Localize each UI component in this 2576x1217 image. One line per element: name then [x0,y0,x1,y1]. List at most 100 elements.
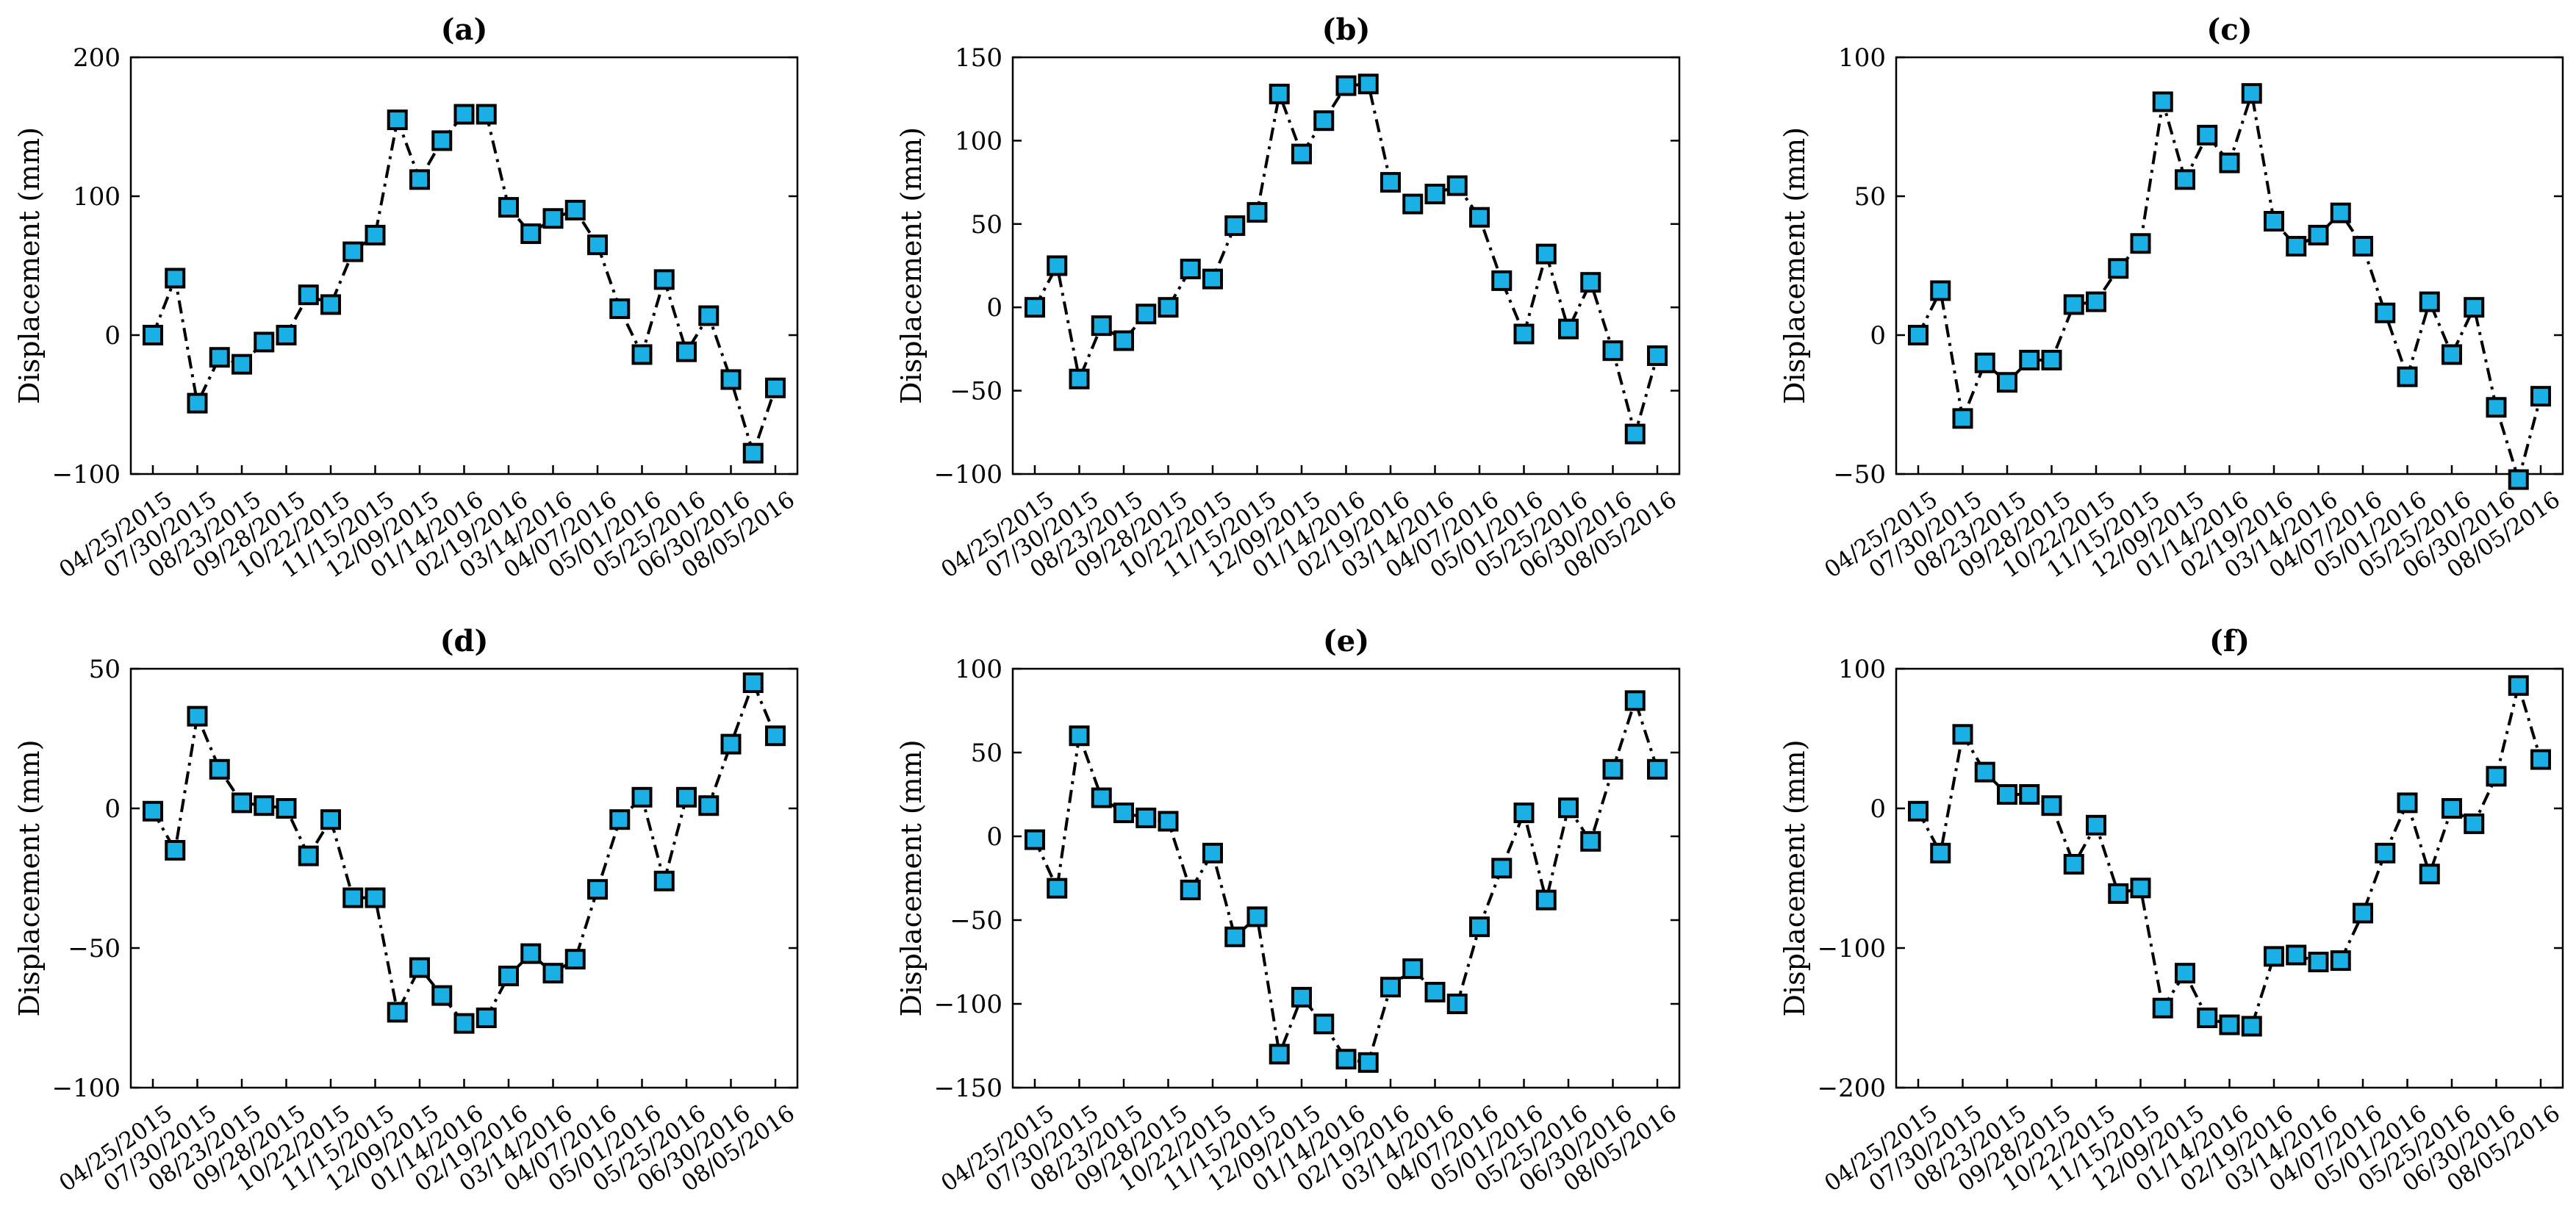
data-point [1424,982,1446,1003]
data-point [631,786,653,808]
data-point [609,809,631,830]
data-point [1558,797,1579,819]
data-point [2530,386,2551,407]
data-point [2175,169,2195,190]
data-point [276,325,297,345]
y-tick-label: 0 [986,293,1002,323]
data-point [1091,315,1112,337]
data-point [1224,215,1246,237]
data-point [2464,297,2485,318]
axes-frame [1011,667,1681,1089]
data-point [409,169,430,190]
data-point [498,197,519,218]
data-point [1997,372,2017,393]
data-point [1446,994,1468,1014]
data-point [1491,858,1513,879]
data-point [2130,233,2151,254]
data-point [2264,211,2284,232]
data-point [143,800,163,822]
data-point [2019,784,2040,805]
data-point [2330,202,2351,223]
data-point [2264,946,2284,967]
data-point [387,1002,408,1023]
data-point [542,208,564,229]
data-point [2219,1014,2240,1035]
data-point [2241,1016,2262,1037]
y-axis-label: Displacement (mm) [895,127,928,404]
series-line [1033,695,1659,1065]
series-line [1033,82,1659,440]
axes-frame [1895,56,2564,475]
data-point [2197,1008,2218,1028]
data-point [453,104,475,125]
data-point [1997,784,2017,805]
data-point [1602,340,1624,362]
data-point [453,1013,475,1034]
data-point [587,879,608,900]
y-tick-label: 50 [971,739,1002,768]
data-point [1202,268,1223,290]
data-point [1402,193,1424,215]
data-point [1069,725,1090,747]
data-point [2508,675,2529,696]
panel-title: (a) [441,12,488,47]
y-axis-label: Displacement (mm) [13,739,46,1016]
data-point [1469,207,1490,228]
data-point [1952,724,1973,745]
series-line [151,678,777,1025]
data-point [1135,807,1157,828]
y-axis-label: Displacement (mm) [895,739,928,1016]
data-point [2486,397,2507,418]
data-point [298,284,319,306]
data-point [2464,813,2485,834]
data-point [1091,787,1112,808]
data-point [1335,75,1357,96]
data-point [1113,803,1134,824]
panel-title: (e) [1323,624,1369,658]
data-point [609,298,631,320]
data-point [2019,350,2040,371]
data-point [143,325,163,345]
data-point [1180,879,1201,900]
data-point [1624,690,1646,711]
data-point [342,241,364,262]
data-point [165,268,186,289]
data-point [1025,829,1045,850]
y-tick-label: −50 [950,906,1002,936]
data-point [2108,258,2129,279]
data-point [765,725,786,747]
y-tick-label: 0 [986,822,1002,852]
y-tick-label: −50 [1833,460,1886,489]
data-point [1580,272,1601,293]
data-point [2308,224,2329,245]
data-point [1952,408,1973,429]
data-point [2108,883,2129,904]
y-tick-label: 50 [971,210,1002,240]
y-tick-label: 100 [1838,655,1886,684]
data-point [2286,944,2307,966]
y-tick-label: 150 [955,43,1002,73]
data-point [2442,344,2462,365]
y-tick-label: −100 [1818,934,1886,963]
data-point [720,733,742,755]
data-point [1624,423,1646,445]
data-point [1180,259,1201,280]
data-point [2353,902,2373,924]
data-point [1357,73,1379,95]
data-point [409,957,430,978]
data-point [1357,1052,1379,1073]
y-tick-label: −100 [934,990,1002,1019]
data-point [1135,304,1157,325]
data-point [254,331,275,353]
data-point [320,294,341,315]
data-point [1647,345,1668,366]
data-point [431,130,453,151]
data-point [1647,758,1668,780]
data-point [476,104,497,125]
data-point [1291,986,1312,1008]
data-point [2041,795,2062,816]
series-line [1917,680,2542,1028]
data-point [232,792,252,814]
